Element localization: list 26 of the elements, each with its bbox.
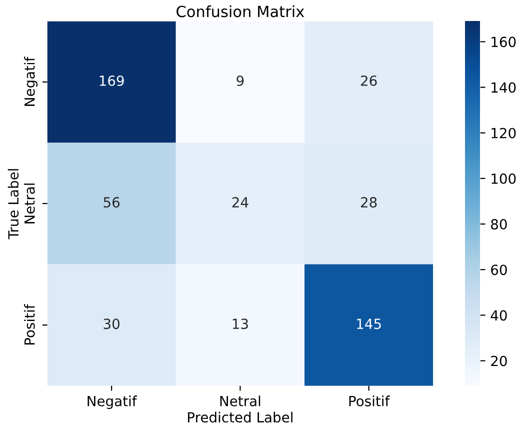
data-label: 26: [360, 76, 377, 86]
y-tick-label: Negatif: [24, 56, 38, 106]
color-bar-label: 80: [491, 219, 507, 230]
data-label: 56: [104, 197, 120, 208]
data-label: 169: [100, 76, 124, 86]
color-bar-label: 20: [491, 356, 507, 366]
data-label: 9: [236, 76, 244, 86]
color-bar-label: 100: [492, 173, 516, 184]
data-label: 145: [357, 318, 381, 330]
color-bar-label: 120: [492, 128, 516, 138]
x-axis-title: Predicted Label: [188, 412, 292, 423]
color-bar-label: 60: [491, 264, 507, 276]
data-label: 28: [360, 197, 377, 208]
x-tick-label: Negatif: [88, 396, 138, 410]
x-tick-label: Netral: [220, 396, 260, 406]
data-label: 30: [104, 318, 120, 330]
color-bar-label: 140: [492, 82, 516, 93]
x-tick-label: Positif: [349, 396, 390, 406]
color-bar-label: 160: [492, 36, 516, 48]
y-tick-label: Netral: [24, 184, 35, 224]
chart-title: Confusion Matrix: [176, 5, 304, 18]
color-bar-label: 40: [490, 310, 507, 321]
y-axis-title: True Label: [8, 169, 19, 240]
data-label: 13: [232, 318, 248, 330]
data-label: 24: [232, 197, 248, 208]
y-tick-label: Positif: [24, 304, 35, 345]
